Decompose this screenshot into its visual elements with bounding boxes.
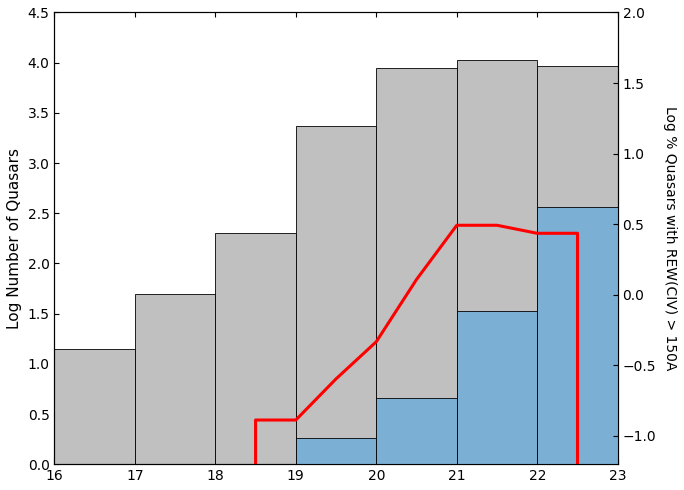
Bar [537,207,618,464]
Bar [537,66,618,464]
Bar [376,68,457,464]
Bar [135,294,215,464]
Bar [457,311,537,464]
Bar [54,349,135,464]
Bar [295,438,376,464]
Bar [215,233,295,464]
Bar [376,398,457,464]
Bar [457,60,537,464]
Y-axis label: Log % Quasars with REW(CIV) > 150A: Log % Quasars with REW(CIV) > 150A [663,106,677,370]
Bar [295,126,376,464]
Y-axis label: Log Number of Quasars: Log Number of Quasars [7,148,22,329]
